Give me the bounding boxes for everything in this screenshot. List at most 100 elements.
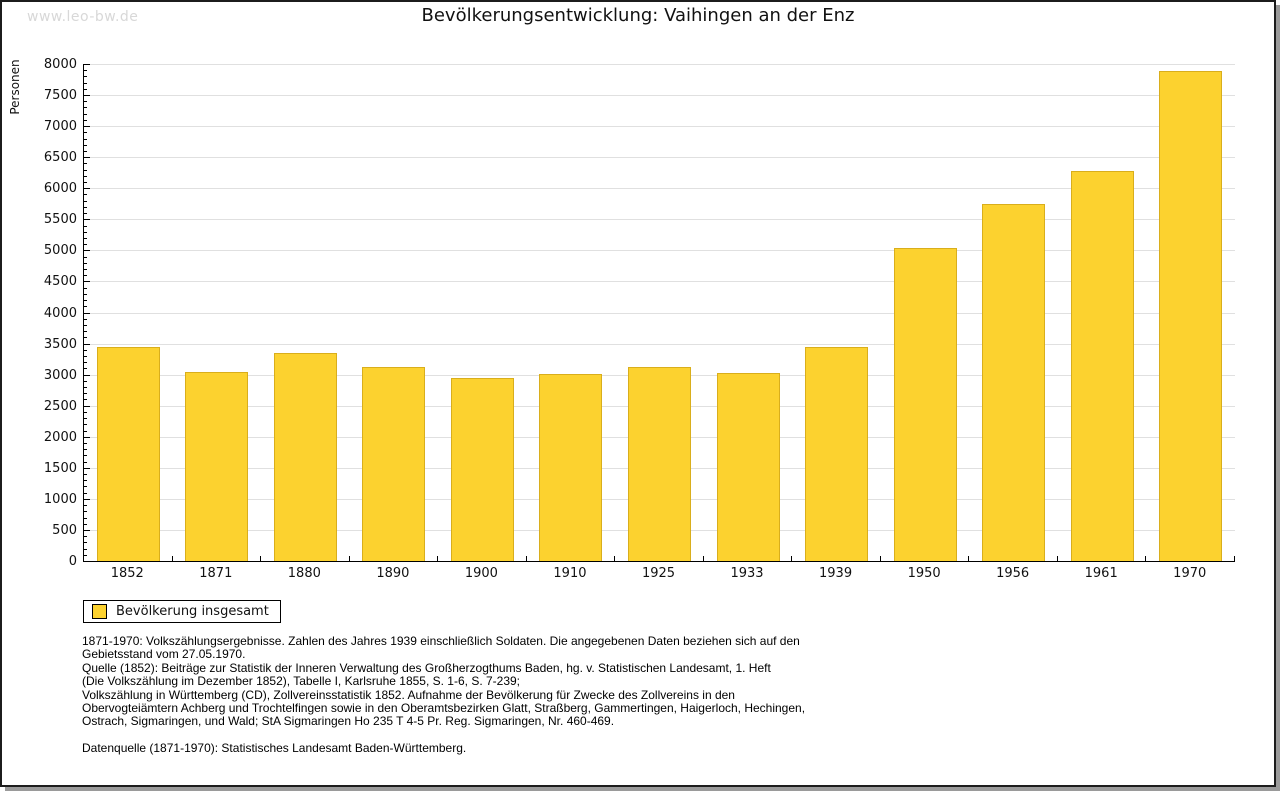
bar-1961: [1070, 171, 1134, 561]
y-minor-tick-6100: [84, 182, 87, 184]
y-major-tick-1500: [84, 467, 90, 469]
y-minor-tick-4400: [84, 287, 87, 289]
y-minor-tick-1300: [84, 480, 87, 482]
y-minor-tick-600: [84, 523, 87, 525]
y-minor-tick-2300: [84, 418, 87, 420]
bar-1933: [716, 372, 780, 561]
y-major-tick-5500: [84, 219, 90, 221]
x-tick-label-1970: 1970: [1173, 566, 1207, 581]
y-major-tick-7000: [84, 126, 90, 128]
legend-label: Bevölkerung insgesamt: [116, 604, 269, 619]
footnote-line-3: Quelle (1852): Beiträge zur Statistik de…: [82, 660, 771, 675]
gridline-6000: [84, 188, 1235, 190]
y-minor-tick-3400: [84, 349, 87, 351]
x-tick-label-1933: 1933: [730, 566, 764, 581]
x-boundary-tick-9: [879, 556, 881, 561]
y-minor-tick-6900: [84, 132, 87, 134]
y-minor-tick-7300: [84, 107, 87, 109]
y-major-tick-2500: [84, 405, 90, 407]
y-minor-tick-5900: [84, 194, 87, 196]
y-minor-tick-1900: [84, 442, 87, 444]
y-major-tick-6500: [84, 157, 90, 159]
bar-1925: [628, 367, 691, 561]
gridline-7000: [84, 126, 1235, 128]
footnote-line-7: Ostrach, Sigmaringen, und Wald; StA Sigm…: [82, 714, 615, 729]
bar-1880: [273, 352, 337, 561]
x-tick-label-1939: 1939: [819, 566, 853, 581]
footnote-line-1: 1871-1970: Volkszählungsergebnisse. Zahl…: [82, 634, 800, 648]
x-axis-tick-labels: 1852 1871 1880 1890 1900 1910 1925 1933 1939 1950…: [83, 566, 1234, 582]
y-minor-tick-4700: [84, 269, 87, 270]
x-tick-label-1852: 1852: [110, 566, 144, 581]
bar-1950: [893, 247, 957, 561]
y-minor-tick-300: [84, 542, 87, 544]
gridline-7500: [84, 95, 1235, 97]
x-boundary-tick-7: [702, 556, 704, 561]
x-tick-label-1871: 1871: [199, 566, 233, 581]
gridline-5500: [84, 219, 1235, 221]
y-major-tick-2000: [84, 436, 90, 438]
y-minor-tick-900: [84, 505, 87, 507]
y-minor-tick-6200: [84, 175, 87, 177]
chart-title: Bevölkerungsentwicklung: Vaihingen an de…: [421, 5, 855, 26]
data-source-line: Datenquelle (1871-1970): Statistisches L…: [82, 740, 467, 755]
y-major-tick-4000: [84, 312, 90, 314]
x-tick-label-1890: 1890: [376, 566, 410, 581]
y-major-tick-1000: [84, 498, 90, 500]
legend-swatch-icon: [92, 604, 107, 619]
footnote-line-6: Obervogteiämtern Achberg und Trochtelfin…: [82, 701, 806, 716]
y-minor-tick-4100: [84, 306, 87, 308]
y-minor-tick-2200: [84, 424, 87, 426]
y-minor-tick-5400: [84, 225, 87, 227]
bar-1939: [805, 346, 869, 561]
y-tick-label-0: 0: [68, 554, 77, 569]
y-minor-tick-2400: [84, 411, 87, 413]
y-minor-tick-800: [84, 511, 87, 513]
y-minor-tick-6800: [84, 138, 87, 140]
y-minor-tick-5100: [84, 244, 87, 246]
y-minor-tick-5600: [84, 213, 87, 215]
y-tick-label-2500: 2500: [43, 398, 77, 414]
y-minor-tick-2800: [84, 387, 87, 389]
footnote-line-5: Volkszählung in Württemberg (CD), Zollve…: [82, 687, 735, 702]
x-boundary-tick-6: [614, 556, 616, 561]
y-minor-tick-3700: [84, 331, 87, 333]
y-minor-tick-6700: [84, 144, 87, 146]
footnote-text: 1871-1970: Volkszählungsergebnisse. Zahl…: [82, 634, 806, 755]
y-minor-tick-7200: [84, 113, 87, 115]
y-major-tick-3500: [84, 343, 90, 345]
x-boundary-tick-4: [437, 556, 439, 561]
y-minor-tick-2900: [84, 380, 87, 382]
y-tick-label-500: 500: [52, 522, 77, 538]
x-boundary-tick-11: [1056, 556, 1058, 561]
x-tick-label-1910: 1910: [553, 566, 587, 581]
y-tick-label-1000: 1000: [43, 491, 77, 507]
y-tick-label-6000: 6000: [43, 181, 77, 197]
y-minor-tick-7700: [84, 82, 87, 84]
y-tick-label-3000: 3000: [43, 367, 77, 383]
x-tick-label-1950: 1950: [907, 566, 941, 581]
gridline-3500: [84, 343, 1235, 345]
y-minor-tick-3100: [84, 368, 87, 370]
y-minor-tick-3900: [84, 318, 87, 320]
bar-1890: [362, 366, 426, 561]
y-major-tick-5000: [84, 250, 90, 252]
y-minor-tick-7400: [84, 101, 87, 103]
bar-1852: [96, 347, 160, 561]
y-minor-tick-6300: [84, 169, 87, 171]
y-minor-tick-7100: [84, 119, 87, 121]
x-tick-label-1925: 1925: [641, 566, 676, 581]
y-major-tick-8000: [84, 64, 90, 65]
gridline-5000: [84, 250, 1235, 252]
y-minor-tick-2700: [84, 393, 87, 395]
bar-1910: [539, 374, 603, 561]
y-minor-tick-7800: [84, 76, 87, 78]
y-tick-label-4000: 4000: [43, 305, 77, 321]
y-minor-tick-7600: [84, 88, 87, 90]
y-tick-label-8000: 8000: [43, 57, 77, 72]
y-minor-tick-4300: [84, 293, 87, 295]
y-minor-tick-2600: [84, 399, 87, 401]
footnote-blank-line: [82, 729, 805, 742]
gridline-6500: [84, 157, 1235, 159]
